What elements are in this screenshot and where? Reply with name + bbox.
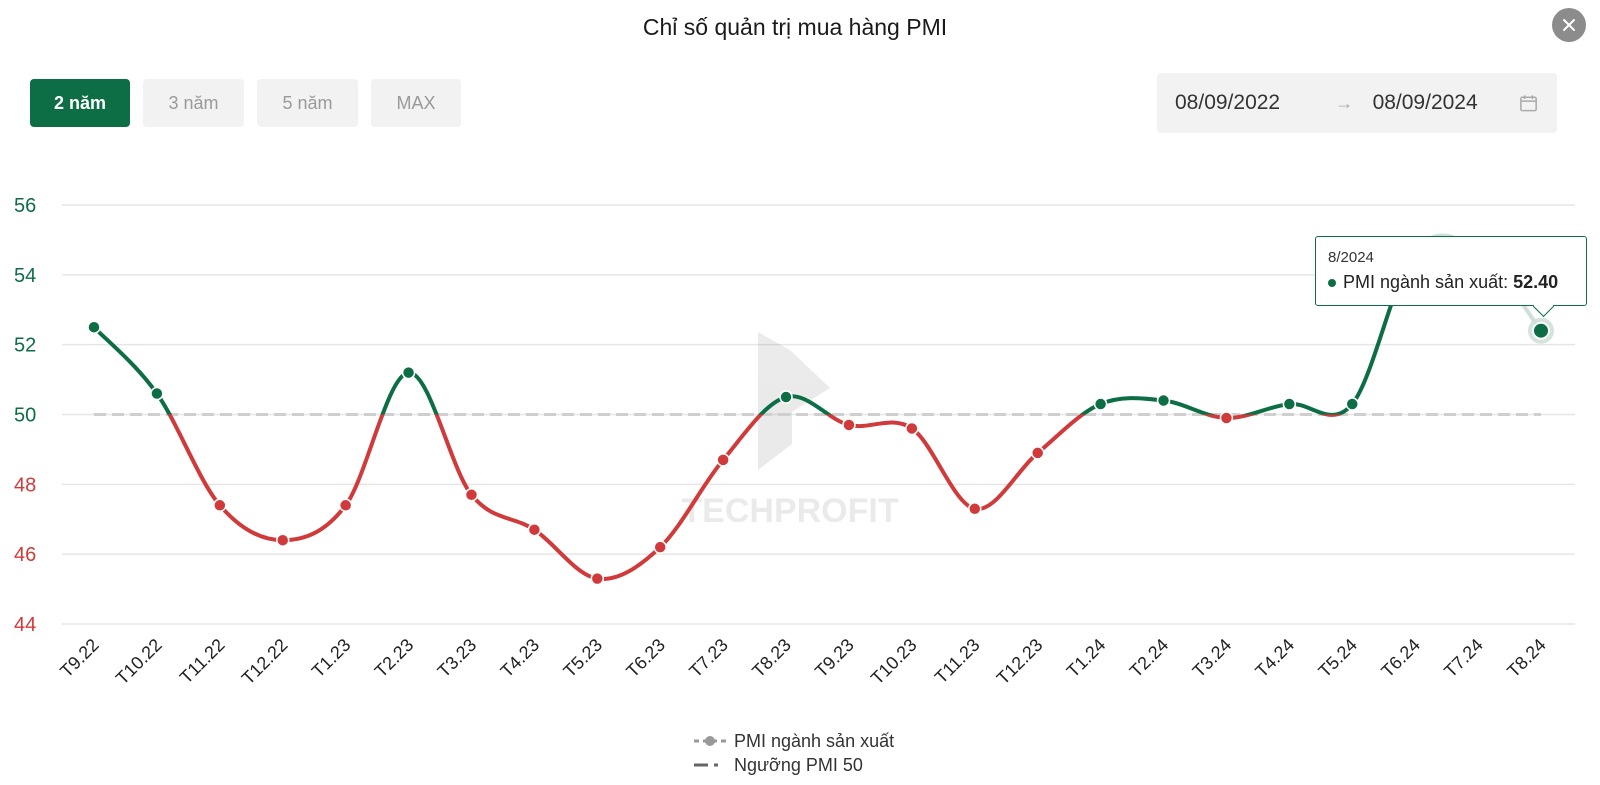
chart-legend: PMI ngành sản xuất Ngưỡng PMI 50	[694, 729, 894, 777]
x-tick-label: T5.23	[559, 635, 606, 682]
x-tick-label: T7.23	[685, 635, 732, 682]
x-tick-label: T12.22	[238, 635, 292, 689]
range-tab-3-years[interactable]: 3 năm	[143, 79, 244, 127]
x-tick-label: T10.23	[867, 635, 921, 689]
tooltip-series-label: PMI ngành sản xuất:	[1343, 272, 1509, 292]
data-point	[1156, 393, 1171, 408]
x-tick-label: T4.24	[1251, 635, 1298, 682]
data-point	[842, 418, 856, 432]
data-point	[590, 571, 605, 586]
watermark-text: TECHPROFIT	[681, 492, 898, 530]
data-point	[213, 498, 227, 513]
legend-item-series[interactable]: PMI ngành sản xuất	[694, 729, 894, 753]
x-tick-label: T8.24	[1503, 635, 1550, 682]
series-line-below-threshold	[167, 414, 1343, 581]
techprofit-logo: TECHPROFIT	[681, 332, 899, 530]
data-point	[653, 540, 667, 554]
x-tick-label: T3.24	[1189, 635, 1236, 682]
x-tick-label: T8.23	[748, 635, 795, 682]
data-point	[401, 365, 416, 380]
legend-threshold-label: Ngưỡng PMI 50	[734, 754, 863, 775]
x-tick-label: T3.23	[434, 635, 481, 682]
legend-dash-icon	[694, 763, 718, 767]
x-tick-label: T1.23	[308, 635, 355, 682]
y-tick-label: 50	[14, 405, 36, 427]
calendar-icon[interactable]	[1518, 92, 1539, 114]
x-tick-label: T5.24	[1314, 635, 1361, 682]
data-point	[1282, 397, 1297, 411]
data-point	[716, 453, 730, 467]
y-tick-label: 46	[14, 544, 36, 566]
data-point	[527, 522, 542, 537]
data-point	[1219, 411, 1234, 425]
legend-item-threshold[interactable]: Ngưỡng PMI 50	[694, 753, 894, 777]
x-tick-label: T4.23	[497, 635, 544, 682]
data-point	[1345, 397, 1360, 411]
tooltip-date: 8/2024	[1328, 249, 1374, 266]
data-point-highlighted	[1532, 321, 1550, 340]
chart-title: Chỉ số quản trị mua hàng PMI	[642, 14, 948, 40]
data-point	[338, 498, 353, 513]
x-tick-label: T2.23	[371, 635, 418, 682]
x-tick-label: T2.24	[1126, 635, 1173, 682]
data-point	[87, 320, 101, 334]
data-point	[150, 386, 164, 401]
y-tick-label: 56	[14, 195, 36, 217]
x-tick-label: T7.24	[1440, 635, 1487, 682]
close-button[interactable]	[1552, 8, 1586, 42]
y-tick-label: 44	[14, 614, 36, 636]
range-tabs: 2 năm 3 năm 5 năm MAX	[30, 79, 461, 127]
x-tick-label: T10.22	[112, 635, 166, 689]
end-date[interactable]: 08/09/2024	[1372, 91, 1478, 114]
arrow-right-icon: →	[1335, 92, 1354, 113]
x-tick-label: T9.23	[811, 635, 858, 682]
data-point	[779, 390, 793, 404]
range-tab-2-years[interactable]: 2 năm	[30, 79, 130, 127]
watermark-logo-shape	[758, 332, 830, 470]
x-tick-label: T6.23	[622, 635, 669, 682]
legend-line-dot-icon	[694, 736, 726, 746]
start-date[interactable]: 08/09/2022	[1175, 91, 1281, 114]
tooltip-value: 52.40	[1513, 272, 1559, 292]
data-point	[968, 502, 982, 516]
y-tick-label: 54	[14, 265, 36, 287]
data-point	[1093, 397, 1108, 411]
tooltip-series-dot	[1328, 278, 1336, 287]
range-tab-max[interactable]: MAX	[371, 79, 461, 127]
data-point	[905, 421, 919, 436]
date-range-picker[interactable]: 08/09/2022 → 08/09/2024	[1157, 73, 1557, 133]
series-line-above-threshold	[92, 325, 1354, 415]
close-icon	[1563, 19, 1575, 31]
x-tick-label: T1.24	[1063, 635, 1110, 682]
x-tick-label: T6.24	[1377, 635, 1424, 682]
chart-tooltip: 8/2024 PMI ngành sản xuất: 52.40	[1315, 236, 1587, 306]
x-tick-label: T11.22	[176, 635, 229, 688]
x-tick-label: T12.23	[993, 635, 1047, 689]
legend-series-label: PMI ngành sản xuất	[734, 730, 895, 751]
x-tick-label: T9.22	[56, 635, 103, 682]
y-tick-label: 52	[14, 335, 36, 357]
range-tab-5-years[interactable]: 5 năm	[257, 79, 358, 127]
data-point	[464, 488, 479, 502]
x-tick-label: T11.23	[931, 635, 984, 688]
y-tick-label: 48	[14, 474, 36, 496]
data-point	[1030, 446, 1045, 460]
data-point	[275, 533, 290, 547]
